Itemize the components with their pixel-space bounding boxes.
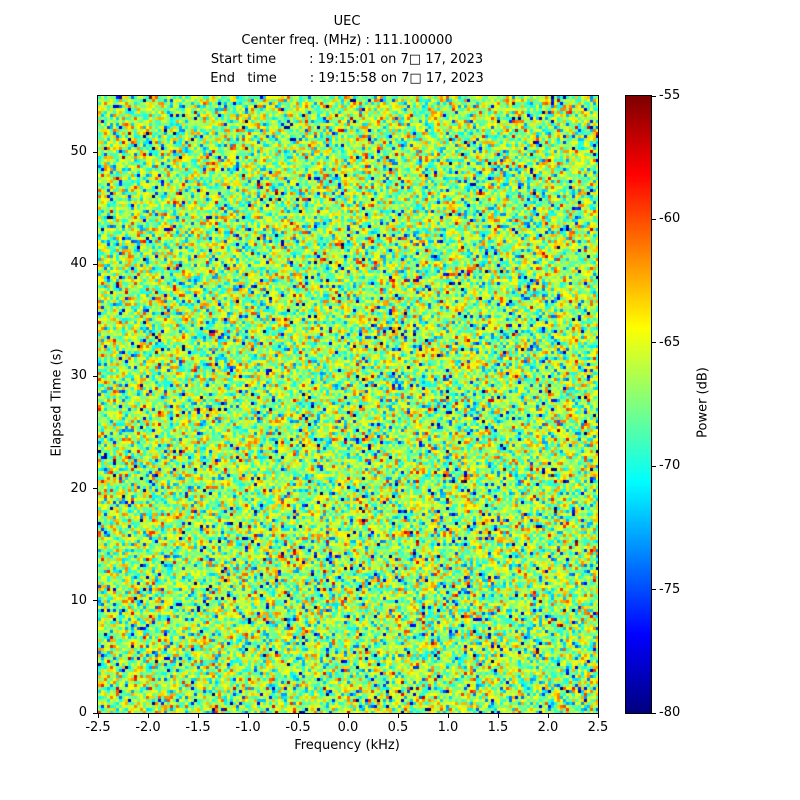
x-tick-mark bbox=[497, 714, 499, 718]
y-tick-label: 10 bbox=[70, 592, 87, 608]
x-tick-mark bbox=[347, 714, 349, 718]
colorbar-tick-mark bbox=[652, 589, 656, 591]
start-time-line: Start time : 19:15:01 on 7□ 17, 2023 bbox=[210, 52, 484, 67]
y-tick-label: 30 bbox=[70, 368, 87, 384]
x-tick-mark bbox=[597, 714, 599, 718]
x-axis-label: Frequency (kHz) bbox=[294, 738, 400, 753]
colorbar-tick-label: -70 bbox=[659, 458, 681, 474]
y-tick-label: 50 bbox=[70, 144, 87, 160]
x-tick-label: 1.5 bbox=[487, 720, 509, 735]
y-tick-label: 0 bbox=[78, 705, 87, 720]
x-tick-mark bbox=[97, 714, 99, 718]
x-tick-label: 0.5 bbox=[387, 720, 409, 735]
x-tick-label: -1.0 bbox=[235, 720, 261, 735]
colorbar-tick-label: -65 bbox=[659, 334, 681, 350]
colorbar-tick-mark bbox=[652, 712, 656, 714]
end-time-line: End time : 19:15:58 on 7□ 17, 2023 bbox=[210, 71, 484, 86]
heatmap-canvas bbox=[98, 96, 598, 713]
y-tick-mark bbox=[93, 712, 97, 714]
x-tick-mark bbox=[547, 714, 549, 718]
y-tick-mark bbox=[93, 375, 97, 377]
y-axis-label: Elapsed Time (s) bbox=[49, 348, 65, 457]
y-tick-mark bbox=[93, 488, 97, 490]
title-block: UEC Center freq. (MHz) : 111.100000 Star… bbox=[97, 12, 597, 88]
x-tick-label: -2.0 bbox=[135, 720, 161, 735]
colorbar-tick-mark bbox=[652, 342, 656, 344]
x-tick-label: 2.0 bbox=[537, 720, 559, 735]
x-tick-mark bbox=[447, 714, 449, 718]
center-freq-line: Center freq. (MHz) : 111.100000 bbox=[241, 33, 453, 48]
colorbar-tick-mark bbox=[652, 95, 656, 97]
colorbar-canvas bbox=[626, 96, 651, 713]
x-tick-mark bbox=[247, 714, 249, 718]
x-tick-label: 2.5 bbox=[587, 720, 609, 735]
y-tick-label: 20 bbox=[70, 480, 87, 496]
plot-title: UEC bbox=[333, 14, 361, 29]
colorbar-tick-label: -60 bbox=[659, 211, 681, 227]
y-tick-mark bbox=[93, 263, 97, 265]
x-tick-mark bbox=[147, 714, 149, 718]
heatmap-plot-area bbox=[97, 95, 599, 714]
y-tick-mark bbox=[93, 151, 97, 153]
x-tick-mark bbox=[297, 714, 299, 718]
colorbar-tick-mark bbox=[652, 218, 656, 220]
y-tick-label: 40 bbox=[70, 256, 87, 272]
y-tick-mark bbox=[93, 600, 97, 602]
colorbar-tick-mark bbox=[652, 465, 656, 467]
colorbar-tick-label: -80 bbox=[659, 705, 681, 720]
x-tick-mark bbox=[397, 714, 399, 718]
colorbar bbox=[625, 95, 652, 714]
x-tick-mark bbox=[197, 714, 199, 718]
x-tick-label: -2.5 bbox=[85, 720, 111, 735]
x-tick-label: -0.5 bbox=[285, 720, 311, 735]
x-tick-label: -1.5 bbox=[185, 720, 211, 735]
x-tick-label: 1.0 bbox=[437, 720, 459, 735]
x-tick-label: 0.0 bbox=[337, 720, 359, 735]
colorbar-tick-label: -55 bbox=[659, 88, 681, 103]
colorbar-tick-label: -75 bbox=[659, 581, 681, 597]
